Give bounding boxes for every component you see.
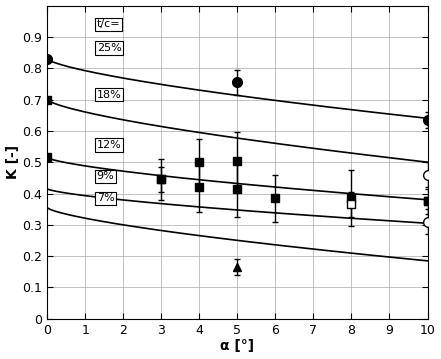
Text: 9%: 9% (97, 171, 114, 181)
Text: 7%: 7% (97, 193, 114, 203)
Y-axis label: K [-]: K [-] (6, 145, 19, 179)
Text: 18%: 18% (97, 90, 121, 100)
Text: 25%: 25% (97, 43, 121, 53)
Text: 12%: 12% (97, 140, 121, 150)
Text: t/c=: t/c= (97, 19, 120, 29)
X-axis label: α [°]: α [°] (220, 340, 254, 354)
